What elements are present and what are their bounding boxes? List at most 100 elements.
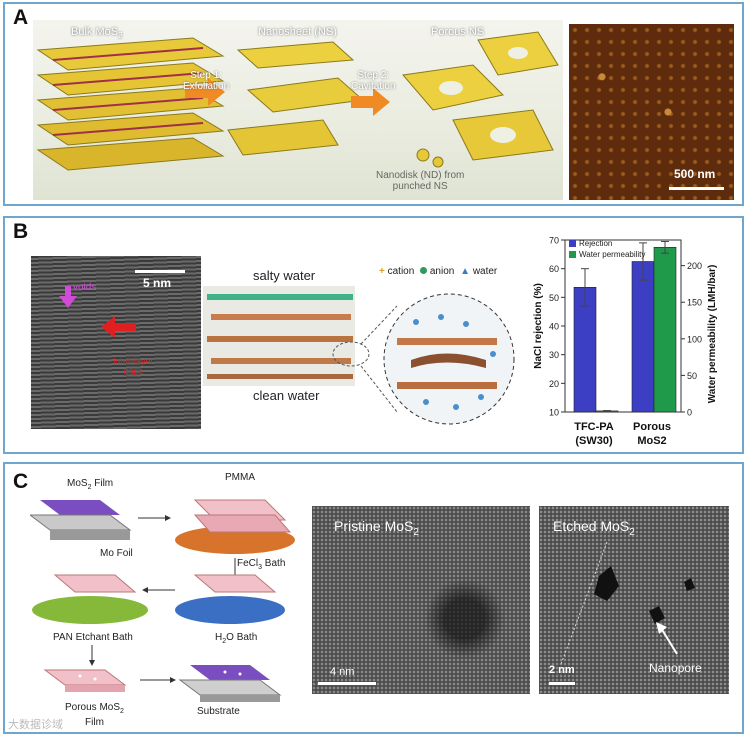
- scale-bar-4nm: [318, 682, 376, 685]
- etched-sub: 2: [629, 526, 635, 538]
- legend-swatch: [569, 240, 576, 247]
- y2-tick-label: 0: [687, 408, 692, 418]
- membrane-schematic: salty water clean water: [201, 262, 521, 432]
- h2o-bath-step: [175, 574, 285, 624]
- label-nanodisk: Nanodisk (ND) from punched NS: [376, 170, 464, 192]
- film-sub: 2: [87, 484, 92, 491]
- ion-legend: + cation anion ▲ water: [379, 266, 497, 277]
- step2-arrow: [351, 88, 390, 116]
- substrate-step: [178, 665, 282, 702]
- step2-line1: Step 2:: [357, 70, 390, 81]
- pristine-text: Pristine MoS: [334, 518, 414, 534]
- label-pmma: PMMA: [225, 472, 255, 483]
- x-category-label: Porous: [633, 421, 671, 433]
- salty-water-label: salty water: [253, 268, 316, 283]
- legend-label: Water permeability: [579, 250, 645, 259]
- label-porous-ns: Porous NS: [431, 26, 485, 38]
- fecl-suffix: Bath: [262, 558, 286, 569]
- pore-3: [684, 578, 695, 591]
- scale-bar-5nm: [135, 270, 185, 273]
- pristine-tem-image: Pristine MoS2 4 nm: [312, 506, 530, 694]
- y-tick-label: 30: [549, 350, 559, 360]
- legend-label: Rejection: [579, 239, 612, 248]
- scale-bar-2nm: [549, 682, 575, 685]
- y2-tick-label: 200: [687, 261, 702, 271]
- bulk-sub: 2: [118, 31, 123, 41]
- exfoliation-schematic: Bulk MoS2 Nanosheet (NS) Porous NS Step …: [33, 20, 563, 200]
- film-text: MoS: [67, 478, 88, 489]
- nanopore-arrow-line: [660, 627, 678, 655]
- etched-label: Etched MoS2: [553, 518, 635, 538]
- label-bulk-mos2: Bulk MoS2: [71, 26, 123, 40]
- fecl-text: FeCl: [237, 558, 259, 569]
- tem-image: 5 nm voids Inter-layer gaps: [31, 256, 201, 429]
- pore-2: [649, 606, 665, 624]
- panel-b: B 5 nm voids Inter-layer gaps salty wate…: [3, 216, 744, 454]
- porous-film-step: [43, 669, 127, 692]
- pristine-label: Pristine MoS2: [334, 518, 419, 538]
- panel-a-label: A: [13, 6, 29, 29]
- mo-foil-step: [30, 500, 132, 540]
- label-mos2-film: MoS2 Film: [67, 478, 113, 491]
- anion-label: anion: [429, 266, 455, 277]
- clean-water-label: clean water: [253, 388, 320, 403]
- bulk-text: Bulk MoS: [71, 26, 119, 38]
- scale-label-2nm: 2 nm: [549, 664, 575, 676]
- scale-label-500nm: 500 nm: [674, 167, 716, 181]
- rejection-permeability-chart: 10 20 30 40 50 60 70 0 50 100 150 200 NaCl rejection…: [533, 236, 718, 448]
- membrane-graphic: [203, 286, 515, 425]
- cation-label: cation: [387, 266, 415, 277]
- legend-swatch: [569, 251, 576, 258]
- x-category-label: TFC-PA: [574, 421, 614, 433]
- etched-text: Etched MoS: [553, 518, 630, 534]
- interlayer-arrow: [101, 316, 136, 338]
- pristine-sub: 2: [413, 526, 419, 538]
- tem-arrows: [59, 286, 136, 338]
- nanosheets: [227, 41, 365, 156]
- h2o-sub: 2: [222, 638, 227, 645]
- x-category-label: (SW30): [575, 435, 613, 447]
- water-label: water: [472, 266, 498, 277]
- pan-bath-step: [32, 574, 148, 624]
- voids-label: voids: [73, 282, 97, 293]
- step1-line1: Step 1:: [190, 70, 222, 81]
- nanodisk-line1: Nanodisk (ND) from: [376, 170, 465, 181]
- etched-tem-image: Etched MoS2 Nanopore 2 nm: [539, 506, 729, 694]
- film-suffix: Film: [91, 478, 114, 489]
- label-nanosheet: Nanosheet (NS): [258, 26, 337, 38]
- y-tick-label: 20: [549, 379, 559, 389]
- y-tick-label: 50: [549, 293, 559, 303]
- step1-line2: Exfoliation: [183, 81, 230, 92]
- interlayer-line1: Inter-layer: [113, 356, 154, 366]
- bulk-mos2-stack: [36, 37, 225, 171]
- panel-a: A: [3, 2, 744, 206]
- water-icon: ▲: [460, 266, 471, 277]
- pmma-step: [175, 499, 295, 554]
- porous-line2: Film: [85, 717, 104, 728]
- panel-c-label: C: [13, 470, 29, 493]
- voids-arrow: [59, 286, 77, 308]
- step2-line2: Cavitation: [351, 81, 396, 92]
- porous-sub: 2: [120, 708, 124, 715]
- scale-bar-500nm: [669, 187, 724, 190]
- cation-icon: +: [379, 266, 385, 277]
- fecl-sub: 3: [258, 564, 263, 571]
- y-tick-label: 60: [549, 264, 559, 274]
- interlayer-label: Inter-layer gaps: [113, 356, 154, 376]
- panel-b-label: B: [13, 220, 29, 243]
- x-category-label: MoS2: [637, 435, 666, 447]
- schematic-graphic: [36, 31, 559, 171]
- label-h2o-bath: H2O Bath: [215, 632, 257, 645]
- label-step1: Step 1: Exfoliation: [183, 70, 229, 92]
- watermark: 大数据诊域: [8, 719, 63, 731]
- anion-icon: [420, 267, 428, 274]
- y-tick-label: 40: [549, 322, 559, 332]
- y-tick-label: 70: [549, 236, 559, 246]
- y2-tick-label: 150: [687, 298, 702, 308]
- pore-1: [594, 566, 619, 601]
- label-mo-foil: Mo Foil: [100, 548, 133, 559]
- label-fecl3-bath: FeCl3 Bath: [237, 558, 285, 571]
- y2-tick-label: 100: [687, 334, 702, 344]
- interlayer-line2: gaps: [123, 366, 144, 376]
- panel-c: C: [3, 462, 744, 734]
